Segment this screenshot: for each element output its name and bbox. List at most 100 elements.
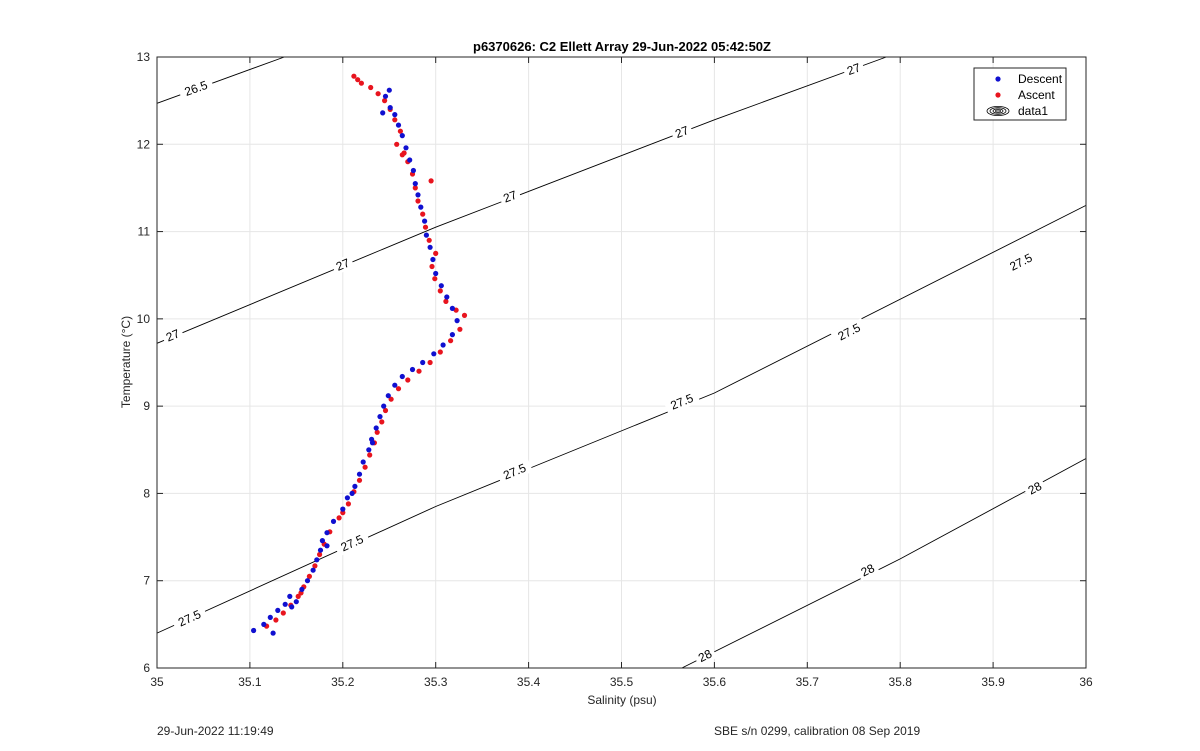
descent-point (387, 105, 393, 111)
descent-point (289, 604, 295, 610)
descent-point (399, 133, 405, 139)
descent-point (403, 145, 409, 151)
y-tick-label: 12 (137, 137, 151, 151)
density-contours (156, 56, 1087, 669)
y-axis-ticks: 6 7 8 9 10 11 12 13 (137, 50, 1086, 675)
density-contour-labels: 26.5272727272727.527.527.527.527.527.528… (160, 59, 1048, 667)
y-tick-label: 10 (137, 312, 151, 326)
ascent-point (426, 237, 432, 243)
contour-label: 28 (859, 561, 877, 580)
descent-point (412, 181, 418, 187)
descent-point (449, 305, 455, 311)
descent-point (270, 630, 276, 636)
descent-point (433, 270, 439, 277)
descent-point (392, 382, 398, 388)
density-contour-line (681, 458, 1087, 669)
x-tick-label: 35.2 (331, 675, 355, 689)
ascent-point (443, 298, 449, 304)
descent-point (360, 459, 366, 465)
ascent-point (351, 73, 357, 79)
ascent-point (374, 429, 380, 435)
descent-point (431, 351, 437, 357)
x-axis-label: Salinity (psu) (587, 693, 656, 707)
contour-label-bg (333, 529, 371, 557)
descent-point (382, 93, 389, 99)
descent-point (449, 332, 455, 338)
ascent-point (367, 452, 373, 458)
legend-ascent-label: Ascent (1018, 88, 1055, 102)
descent-point (427, 244, 433, 250)
contour-label: 27 (334, 256, 352, 274)
descent-point (349, 490, 355, 496)
descent-point (261, 621, 267, 628)
descent-point (381, 403, 387, 409)
contour-label: 27 (845, 60, 863, 78)
contour-label-bg (693, 645, 718, 667)
descent-point (377, 414, 383, 420)
density-contour-line (156, 56, 285, 104)
descent-point (344, 495, 350, 501)
contour-icon (989, 107, 1007, 115)
contour-label: 27 (164, 326, 182, 344)
density-contour-line (156, 56, 887, 344)
contour-label-bg (841, 59, 866, 80)
ascent-point (427, 359, 433, 366)
ascent-point (448, 338, 454, 344)
x-tick-label: 35.5 (610, 675, 634, 689)
descent-point (422, 218, 428, 224)
contour-label-bg (663, 388, 701, 415)
descent-point (386, 87, 392, 93)
descent-point (438, 283, 444, 289)
legend-box (973, 67, 1067, 121)
descent-point (299, 586, 305, 593)
contour-label-bg (498, 186, 522, 207)
descent-point (454, 318, 460, 324)
ascent-point (273, 617, 279, 623)
ascent-point (379, 419, 385, 425)
ascent-point (368, 84, 374, 91)
contour-label-bg (496, 458, 534, 485)
ascent-point (420, 211, 426, 217)
descent-point (352, 483, 358, 489)
contour-label-bg (1002, 248, 1040, 277)
ascent-point (395, 386, 402, 392)
contour-icon (995, 109, 1001, 113)
descent-point (282, 601, 288, 607)
descent-point (418, 204, 424, 210)
descent-point (440, 342, 446, 348)
descent-point (324, 543, 330, 549)
x-tick-label: 35.7 (796, 675, 820, 689)
descent-point (319, 538, 325, 544)
descent-point (330, 518, 337, 525)
descent-point (356, 471, 363, 477)
footer-timestamp: 29-Jun-2022 11:19:49 (157, 724, 274, 738)
ascent-point (428, 178, 434, 184)
contour-label: 28 (696, 646, 714, 665)
descent-point (275, 607, 281, 614)
ascent-point (336, 515, 342, 521)
ascent-point (362, 464, 368, 470)
descent-point (287, 593, 293, 600)
ascent-point (382, 407, 389, 414)
ascent-point (437, 288, 443, 294)
descent-point (430, 256, 436, 263)
ascent-point (416, 368, 422, 374)
descent-point (340, 506, 346, 512)
contour-label: 27 (673, 123, 691, 141)
ascent-point (355, 77, 361, 83)
ascent-point (358, 80, 364, 86)
ascent-point (401, 150, 407, 156)
x-tick-label: 35.3 (424, 675, 448, 689)
grid-lines (156, 56, 1087, 669)
descent-point (324, 530, 330, 536)
contour-icon (992, 108, 1004, 114)
descent-point (399, 373, 405, 380)
y-tick-label: 6 (143, 661, 150, 675)
x-tick-label: 35 (150, 675, 164, 689)
ascent-point (306, 573, 312, 580)
descent-point (420, 359, 426, 366)
descent-point (392, 112, 398, 118)
ascent-point (394, 141, 400, 147)
contour-label-bg (670, 121, 694, 143)
